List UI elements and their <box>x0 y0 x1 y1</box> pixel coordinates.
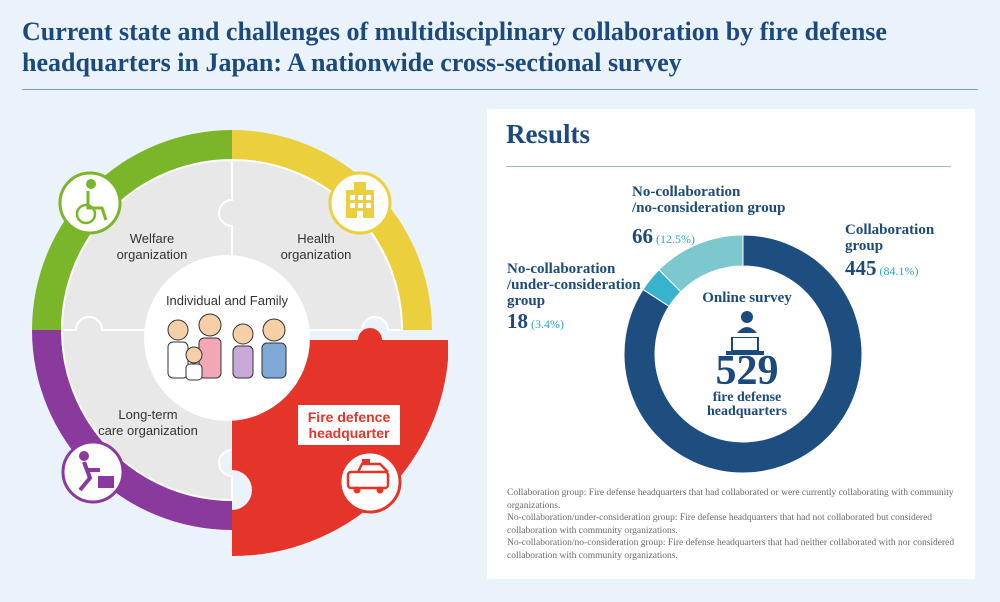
note-nocon: No-collaboration/no-consideration group:… <box>507 538 955 561</box>
health-ring-segment <box>232 130 432 330</box>
family-illustration <box>167 313 287 381</box>
collaboration-diagram: Individual and Family Welfare organizati… <box>32 130 448 557</box>
welfare-label-line2: organization <box>117 247 188 262</box>
health-label-line2: organization <box>281 247 352 262</box>
results-divider <box>506 166 951 167</box>
collab-group-label: Collaboration group 445 (84.1%) <box>845 222 934 279</box>
nocon-group-label: No-collaboration /no-consideration group… <box>632 184 786 247</box>
nocon-count: 66 <box>632 224 653 248</box>
results-donut-chart <box>623 234 863 474</box>
under-count: 18 <box>507 309 528 333</box>
online-survey-label: Online survey <box>702 290 792 306</box>
nocon-name-line1: No-collaboration <box>632 184 741 200</box>
hospital-building-icon <box>328 171 392 235</box>
donut-center: Online survey 529 fire defense headquart… <box>697 290 797 419</box>
results-heading: Results <box>506 119 591 149</box>
fire-label-box <box>298 405 400 445</box>
collab-count: 445 <box>845 256 877 280</box>
caregiver-icon <box>61 440 125 504</box>
under-percent: (3.4%) <box>531 317 564 331</box>
under-name-line3: group <box>507 293 546 309</box>
ltc-label-line2: care organization <box>98 423 198 438</box>
total-count: 529 <box>715 348 779 394</box>
collab-name-line1: Collaboration <box>845 222 935 238</box>
ltc-label-line1: Long-term <box>118 407 177 422</box>
nocon-name-line2: /no-consideration group <box>632 200 786 216</box>
ambulance-icon <box>338 450 402 514</box>
fire-label-line1: Fire defence <box>308 409 391 425</box>
laptop-icon <box>726 337 764 355</box>
total-unit: fire defense headquarters <box>697 391 797 419</box>
donut-slice-collaboration <box>623 234 863 474</box>
health-label-line1: Health <box>297 231 335 246</box>
welfare-label-line1: Welfare <box>130 231 175 246</box>
center-circle <box>144 255 310 421</box>
wheelchair-icon <box>58 171 122 235</box>
total-unit-line2: headquarters <box>706 404 788 419</box>
total-unit-line1: fire defense <box>712 390 782 405</box>
definitions-notes: Collaboration group: Fire defense headqu… <box>507 487 965 563</box>
under-group-label: No-collaboration /under-consideration gr… <box>507 261 641 332</box>
page-title: Current state and challenges of multidis… <box>22 17 887 77</box>
title-divider <box>22 89 978 90</box>
collab-name-line2: group <box>845 238 884 254</box>
under-name-line1: No-collaboration <box>507 261 616 277</box>
ltc-ring-segment <box>32 330 232 530</box>
center-label: Individual and Family <box>166 293 289 308</box>
donut-slice-no-consideration <box>658 234 744 293</box>
collab-percent: (84.1%) <box>879 264 919 278</box>
person-laptop-icon <box>737 311 757 333</box>
note-collab: Collaboration group: Fire defense headqu… <box>507 488 954 511</box>
fire-label-line2: headquarter <box>309 425 390 441</box>
results-panel: Results No-collaboration /no-considerati… <box>487 109 975 579</box>
note-under: No-collaboration/under-consideration gro… <box>507 513 933 536</box>
welfare-ring-segment <box>32 130 232 330</box>
under-name-line2: /under-consideration <box>507 277 641 293</box>
nocon-percent: (12.5%) <box>656 232 695 246</box>
